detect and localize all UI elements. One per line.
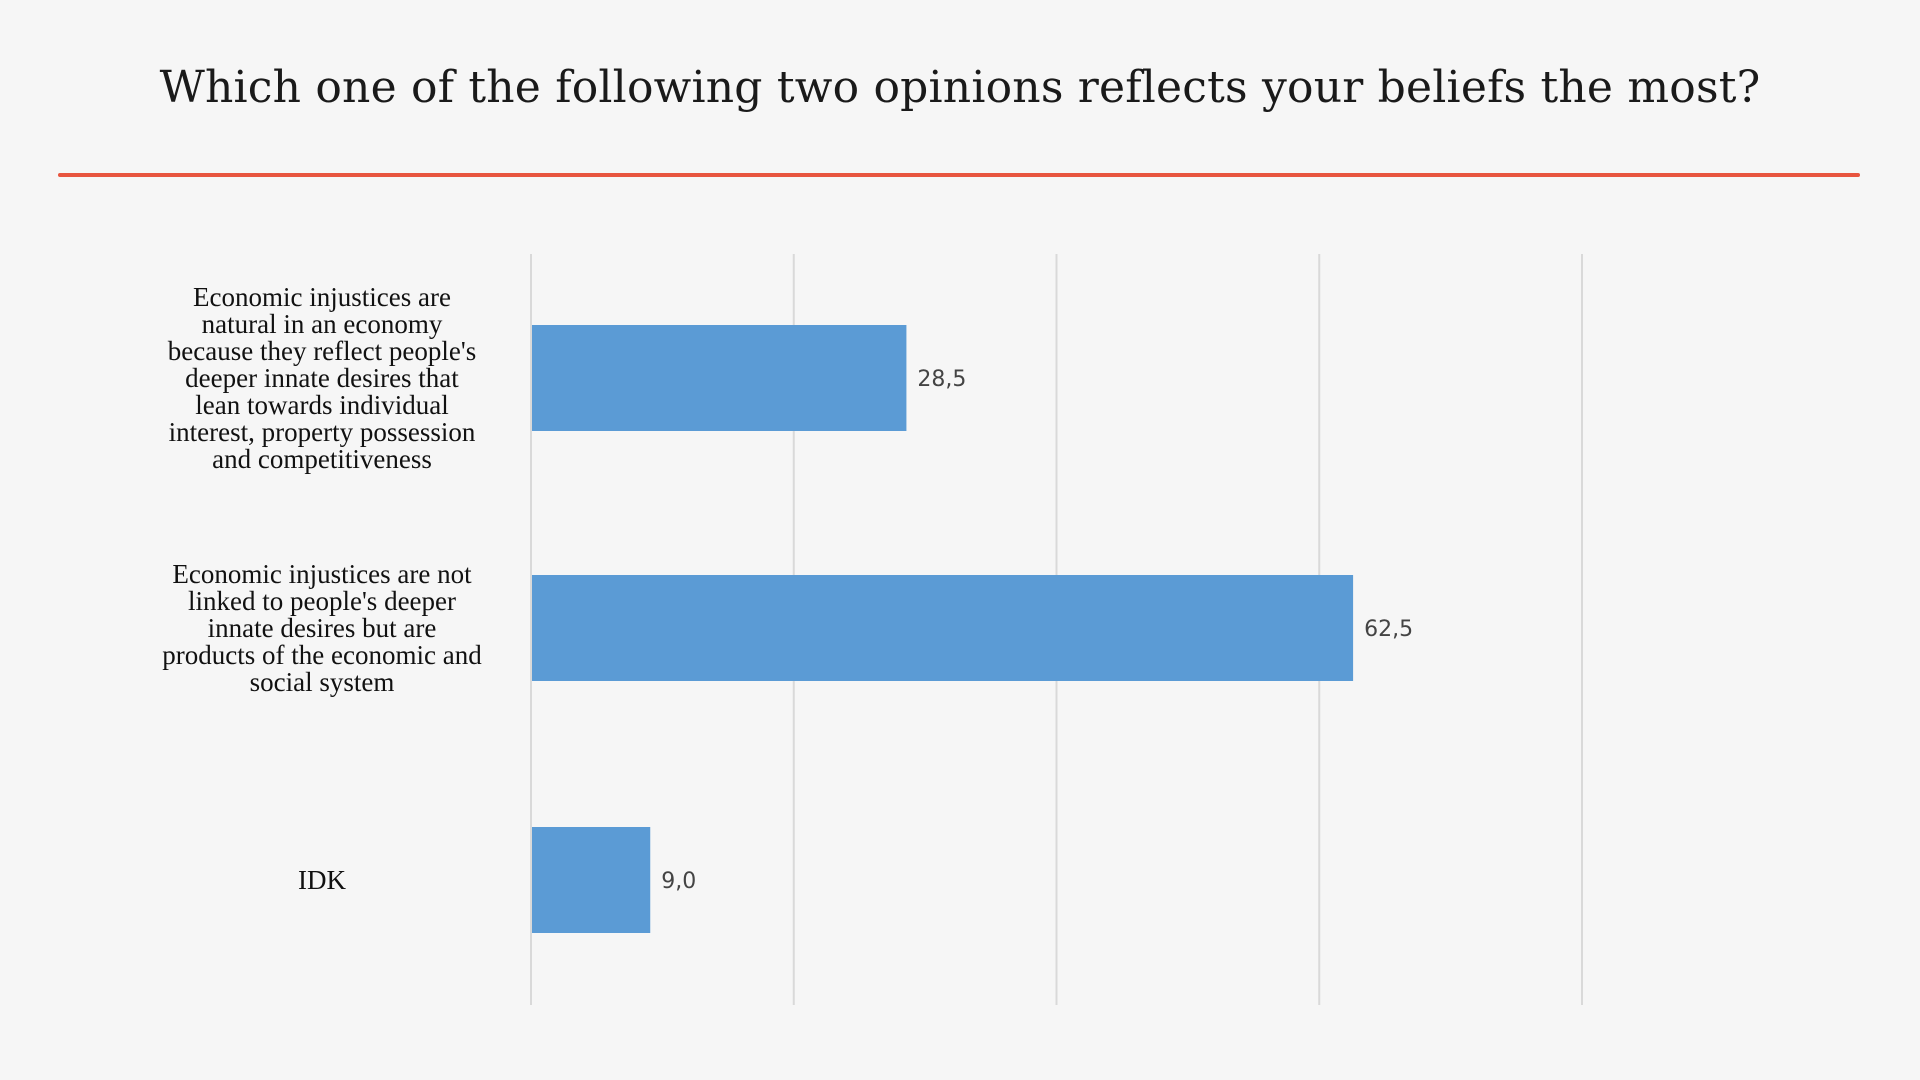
- bar-2: [532, 827, 651, 933]
- chart-title: Which one of the following two opinions …: [159, 62, 1761, 113]
- data-label-2: 9,0: [661, 869, 696, 894]
- category-label-0-line-3: deeper innate desires that: [185, 363, 459, 393]
- title-rule: [58, 173, 1860, 177]
- category-label-1-line-3: products of the economic and: [162, 640, 482, 670]
- category-label-1-line-2: innate desires but are: [208, 613, 437, 643]
- category-label-0-line-6: and competitiveness: [212, 444, 432, 474]
- category-label-1-line-4: social system: [250, 667, 395, 697]
- bar-1: [532, 575, 1354, 681]
- category-label-2: IDK: [298, 865, 346, 895]
- category-label-2-line-0: IDK: [298, 865, 346, 895]
- category-label-0-line-1: natural in an economy: [202, 309, 443, 339]
- label-layer: 28,5 Economic injustices are natural in an…: [162, 282, 1413, 895]
- data-label-1: 62,5: [1364, 617, 1413, 642]
- category-label-0-line-5: interest, property possession: [169, 417, 476, 447]
- category-label-0-line-2: because they reflect people's: [168, 336, 476, 366]
- category-label-0-line-4: lean towards individual: [195, 390, 448, 420]
- category-label-1-line-1: linked to people's deeper: [188, 586, 456, 616]
- category-label-1: Economic injustices are not linked to peo…: [162, 559, 482, 697]
- bar-0: [532, 325, 907, 431]
- category-label-1-line-0: Economic injustices are not: [172, 559, 472, 589]
- category-label-0: Economic injustices are natural in an eco…: [168, 282, 476, 474]
- data-label-0: 28,5: [917, 367, 966, 392]
- category-label-0-line-0: Economic injustices are: [193, 282, 451, 312]
- bar-layer: [532, 325, 1354, 933]
